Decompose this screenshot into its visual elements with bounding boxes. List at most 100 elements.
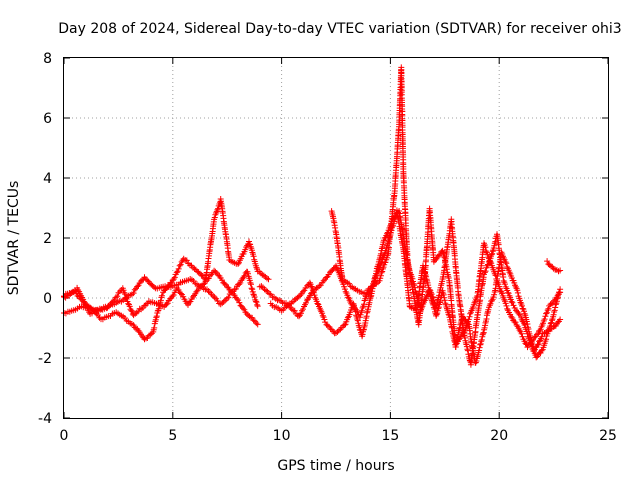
data-point bbox=[440, 291, 447, 298]
data-point bbox=[504, 305, 511, 312]
data-point bbox=[112, 294, 119, 301]
series-track-6 bbox=[328, 207, 564, 351]
data-point bbox=[225, 294, 232, 301]
data-point bbox=[164, 300, 171, 307]
data-point bbox=[250, 291, 257, 298]
data-point bbox=[311, 292, 318, 299]
data-series bbox=[61, 64, 564, 368]
data-point bbox=[384, 240, 391, 247]
data-point bbox=[334, 266, 341, 273]
data-point bbox=[211, 294, 218, 301]
data-point bbox=[521, 310, 528, 317]
x-tick-label: 25 bbox=[599, 428, 617, 444]
data-point bbox=[473, 294, 480, 301]
data-point bbox=[175, 265, 182, 272]
data-point bbox=[504, 264, 511, 270]
data-point bbox=[121, 289, 128, 296]
data-point bbox=[213, 210, 220, 216]
chart-title: Day 208 of 2024, Sidereal Day-to-day VTE… bbox=[58, 21, 621, 37]
data-point bbox=[295, 293, 302, 300]
data-point bbox=[200, 281, 207, 288]
data-point bbox=[300, 306, 306, 313]
data-point bbox=[482, 268, 489, 275]
data-point bbox=[168, 279, 175, 286]
data-point bbox=[322, 319, 329, 326]
data-point bbox=[309, 287, 316, 294]
data-point bbox=[183, 257, 190, 264]
data-point bbox=[538, 333, 545, 340]
data-point bbox=[465, 316, 472, 323]
data-point bbox=[319, 312, 326, 319]
data-point bbox=[534, 342, 541, 348]
y-tick-label: 6 bbox=[43, 111, 52, 127]
data-point bbox=[126, 303, 133, 310]
data-point bbox=[250, 253, 257, 260]
data-point bbox=[543, 309, 550, 316]
data-point bbox=[525, 342, 532, 349]
data-point bbox=[466, 313, 473, 320]
data-point bbox=[534, 331, 540, 338]
data-point bbox=[341, 321, 348, 328]
data-point bbox=[249, 286, 256, 293]
data-point bbox=[236, 299, 243, 306]
data-point bbox=[519, 305, 526, 312]
data-point bbox=[342, 288, 349, 295]
data-point bbox=[358, 307, 365, 314]
y-tick-label: -2 bbox=[38, 351, 52, 367]
data-point bbox=[374, 267, 381, 274]
data-point bbox=[344, 314, 351, 321]
data-point bbox=[519, 302, 525, 309]
data-point bbox=[342, 321, 349, 328]
data-point bbox=[205, 275, 212, 282]
data-point bbox=[531, 347, 537, 354]
data-point bbox=[512, 319, 519, 326]
data-point bbox=[214, 206, 221, 213]
data-point bbox=[531, 334, 538, 341]
data-point bbox=[177, 290, 184, 297]
series-trace bbox=[63, 198, 269, 341]
data-point bbox=[202, 278, 209, 285]
data-point bbox=[492, 272, 499, 279]
data-point bbox=[510, 302, 517, 309]
data-point bbox=[503, 302, 510, 309]
data-point bbox=[129, 308, 136, 315]
data-point bbox=[509, 299, 516, 306]
data-point bbox=[386, 235, 393, 241]
data-point bbox=[186, 299, 193, 306]
data-point bbox=[135, 327, 142, 334]
data-point bbox=[522, 340, 529, 347]
data-point bbox=[173, 269, 180, 276]
data-point bbox=[165, 283, 171, 289]
data-point bbox=[245, 270, 251, 277]
data-point bbox=[476, 344, 483, 351]
data-point bbox=[163, 301, 170, 308]
data-point bbox=[380, 252, 387, 259]
data-point bbox=[502, 281, 508, 288]
data-point bbox=[236, 281, 243, 288]
data-point bbox=[536, 327, 543, 334]
data-point bbox=[250, 317, 257, 324]
data-point bbox=[253, 299, 260, 306]
data-point bbox=[142, 302, 149, 308]
data-point bbox=[253, 320, 260, 327]
data-point bbox=[452, 344, 459, 350]
data-point bbox=[435, 304, 442, 311]
data-point bbox=[252, 298, 259, 305]
y-tick-label: 0 bbox=[43, 291, 52, 307]
data-point bbox=[169, 293, 176, 300]
data-point bbox=[324, 322, 331, 329]
data-point bbox=[503, 260, 510, 267]
x-tick-label: 0 bbox=[60, 428, 69, 444]
data-point bbox=[341, 286, 348, 293]
data-point bbox=[327, 326, 334, 332]
data-point bbox=[104, 304, 111, 311]
data-point bbox=[384, 230, 390, 237]
data-point bbox=[294, 294, 301, 301]
data-point bbox=[247, 279, 254, 286]
data-point bbox=[211, 214, 218, 221]
data-point bbox=[542, 313, 549, 320]
data-point bbox=[122, 291, 129, 298]
data-point bbox=[498, 289, 505, 295]
data-point bbox=[508, 298, 515, 305]
